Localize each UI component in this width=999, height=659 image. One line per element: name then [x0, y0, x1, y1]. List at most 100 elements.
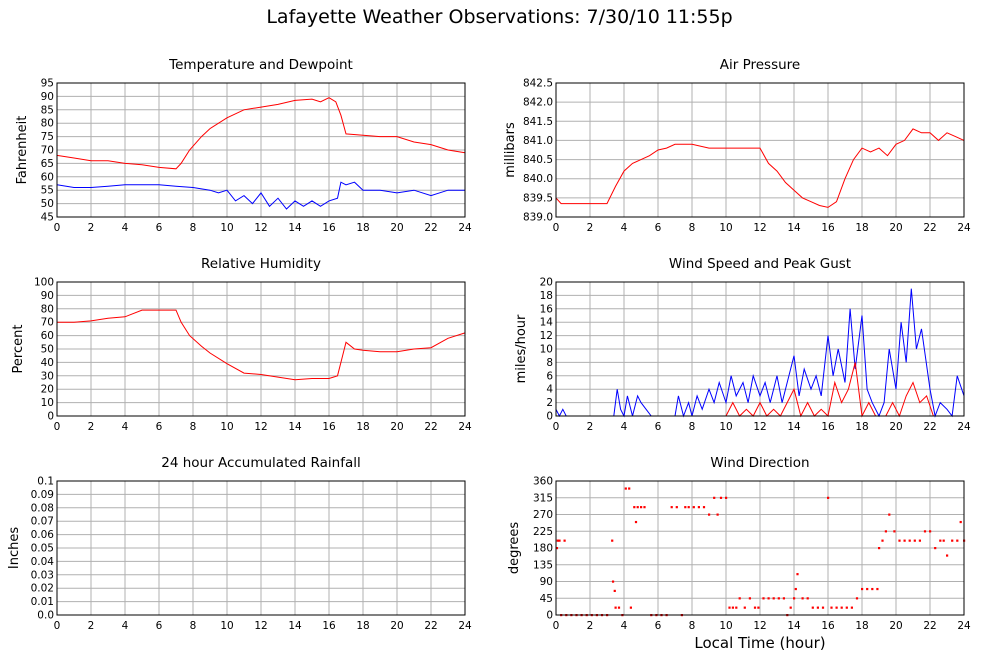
y-tick-label: 841.5 — [523, 116, 553, 128]
x-tick-label: 20 — [889, 222, 902, 234]
y-tick-label: 90 — [41, 91, 54, 103]
y-tick-label: 0.09 — [31, 489, 54, 501]
series-line-1 — [555, 288, 965, 418]
data-point — [636, 506, 639, 509]
chart-panel-3: Relative HumidityPercent0102030405060708… — [11, 256, 472, 433]
x-tick-label: 22 — [424, 620, 437, 632]
y-tick-label: 14 — [540, 317, 554, 329]
data-point — [918, 539, 921, 542]
x-tick-label: 8 — [190, 421, 197, 433]
data-point — [806, 597, 809, 600]
y-tick-label: 839.0 — [523, 212, 553, 224]
data-point — [871, 587, 874, 591]
plot-frame — [555, 480, 965, 616]
data-point — [903, 539, 906, 542]
y-tick-label: 70 — [41, 145, 54, 157]
data-point — [643, 506, 646, 509]
data-point — [611, 580, 615, 583]
data-point — [708, 513, 711, 516]
data-point — [789, 606, 792, 609]
data-point — [687, 506, 690, 509]
y-tick-label: 0.07 — [31, 516, 54, 528]
data-point — [782, 597, 785, 600]
data-point — [753, 606, 757, 609]
data-point — [946, 554, 949, 557]
y-tick-label: 20 — [540, 277, 553, 289]
y-tick-label: 30 — [41, 370, 54, 382]
y-tick-label: 0.02 — [31, 583, 54, 595]
data-point — [748, 597, 751, 600]
data-point — [670, 506, 673, 509]
y-tick-label: 0.06 — [31, 529, 55, 541]
data-point — [558, 539, 561, 542]
x-tick-label: 24 — [458, 421, 472, 433]
x-tick-label: 4 — [621, 421, 628, 433]
data-point — [835, 606, 838, 609]
y-tick-label: 839.5 — [523, 192, 553, 204]
y-tick-label: 2 — [546, 397, 553, 409]
y-tick-label: 8 — [546, 357, 553, 369]
data-point — [881, 539, 884, 542]
x-tick-label: 18 — [356, 222, 369, 234]
x-tick-label: 2 — [88, 421, 95, 433]
data-point — [757, 606, 760, 609]
x-tick-label: 12 — [254, 620, 267, 632]
chart-panel-6: Wind Directiondegrees0459013518022527031… — [507, 455, 971, 632]
data-point — [801, 597, 804, 600]
data-point — [713, 496, 716, 499]
data-point — [675, 506, 678, 509]
x-tick-label: 20 — [390, 421, 403, 433]
y-tick-label: 0.08 — [31, 502, 54, 514]
x-tick-label: 4 — [621, 620, 628, 632]
y-tick-label: 18 — [540, 290, 553, 302]
data-point — [959, 520, 962, 524]
y-tick-label: 80 — [41, 303, 54, 315]
x-tick-label: 4 — [122, 421, 129, 433]
data-point — [640, 506, 643, 509]
data-point — [845, 606, 848, 609]
x-tick-label: 12 — [254, 421, 267, 433]
x-tick-label: 24 — [957, 222, 971, 234]
y-tick-label: 55 — [41, 185, 54, 197]
data-point — [908, 539, 911, 542]
x-tick-label: 24 — [458, 620, 472, 632]
x-tick-label: 14 — [787, 222, 801, 234]
x-tick-label: 2 — [88, 620, 95, 632]
series-line-1 — [555, 128, 965, 208]
data-point — [956, 539, 959, 542]
y-tick-label: 0.1 — [37, 476, 54, 488]
x-tick-label: 6 — [156, 421, 163, 433]
x-tick-label: 12 — [753, 421, 766, 433]
data-point — [793, 597, 796, 600]
y-axis-label: Inches — [7, 527, 22, 569]
y-tick-label: 20 — [41, 384, 54, 396]
data-point — [555, 547, 559, 550]
y-tick-label: 0.05 — [31, 543, 54, 555]
x-tick-label: 14 — [787, 421, 801, 433]
chart-title: Temperature and Dewpoint — [168, 57, 353, 73]
y-tick-label: 840.5 — [523, 154, 553, 166]
y-tick-label: 50 — [41, 198, 54, 210]
x-tick-label: 16 — [821, 222, 835, 234]
y-tick-label: 842.5 — [523, 78, 553, 90]
x-tick-label: 0 — [553, 620, 560, 632]
x-tick-label: 10 — [719, 222, 732, 234]
data-point — [850, 606, 853, 609]
y-tick-label: 360 — [533, 476, 553, 488]
data-point — [855, 597, 859, 600]
data-point — [628, 487, 631, 490]
data-point — [816, 606, 819, 609]
x-tick-label: 10 — [220, 421, 233, 433]
data-point — [633, 506, 636, 509]
data-point — [617, 606, 621, 609]
x-tick-label: 14 — [288, 222, 302, 234]
y-tick-label: 10 — [540, 344, 553, 356]
y-tick-label: 65 — [41, 158, 54, 170]
y-tick-label: 60 — [41, 171, 54, 183]
y-tick-label: 70 — [41, 317, 54, 329]
data-point — [634, 520, 638, 524]
data-point — [884, 530, 887, 533]
y-tick-label: 40 — [41, 357, 54, 369]
data-point — [743, 606, 746, 609]
x-tick-label: 14 — [787, 620, 801, 632]
